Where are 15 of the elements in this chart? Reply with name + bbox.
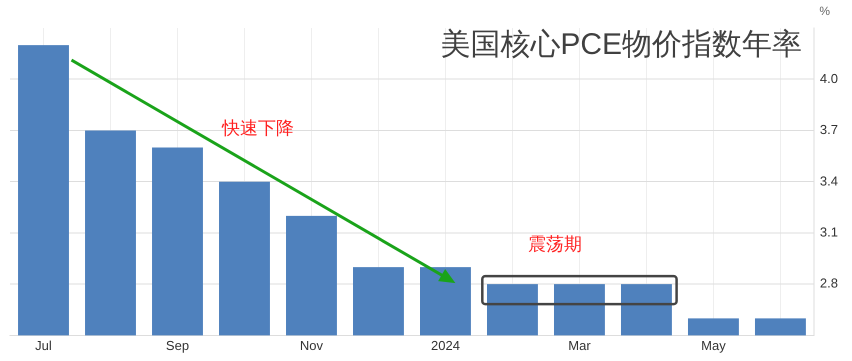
y-tick-label: 4.0 [820, 70, 838, 86]
y-axis-title: % [819, 4, 830, 18]
y-tick-label: 3.4 [820, 173, 838, 188]
x-tick-label: 2024 [431, 338, 460, 353]
x-tick-label: May [701, 338, 726, 353]
y-tick-label: 3.7 [820, 122, 838, 138]
x-tick-label: Sep [166, 338, 190, 353]
y-tick-label: 2.8 [820, 276, 838, 291]
y-tick-label: 3.1 [820, 224, 838, 240]
annotation: 震荡期 [528, 233, 582, 256]
x-tick-label: Mar [568, 338, 592, 353]
chart-title: 美国核心PCE物价指数年率 [440, 27, 802, 63]
x-tick-label: Nov [300, 338, 324, 353]
x-tick-label: Jul [35, 338, 52, 353]
annotation: 快速下降 [222, 117, 294, 140]
